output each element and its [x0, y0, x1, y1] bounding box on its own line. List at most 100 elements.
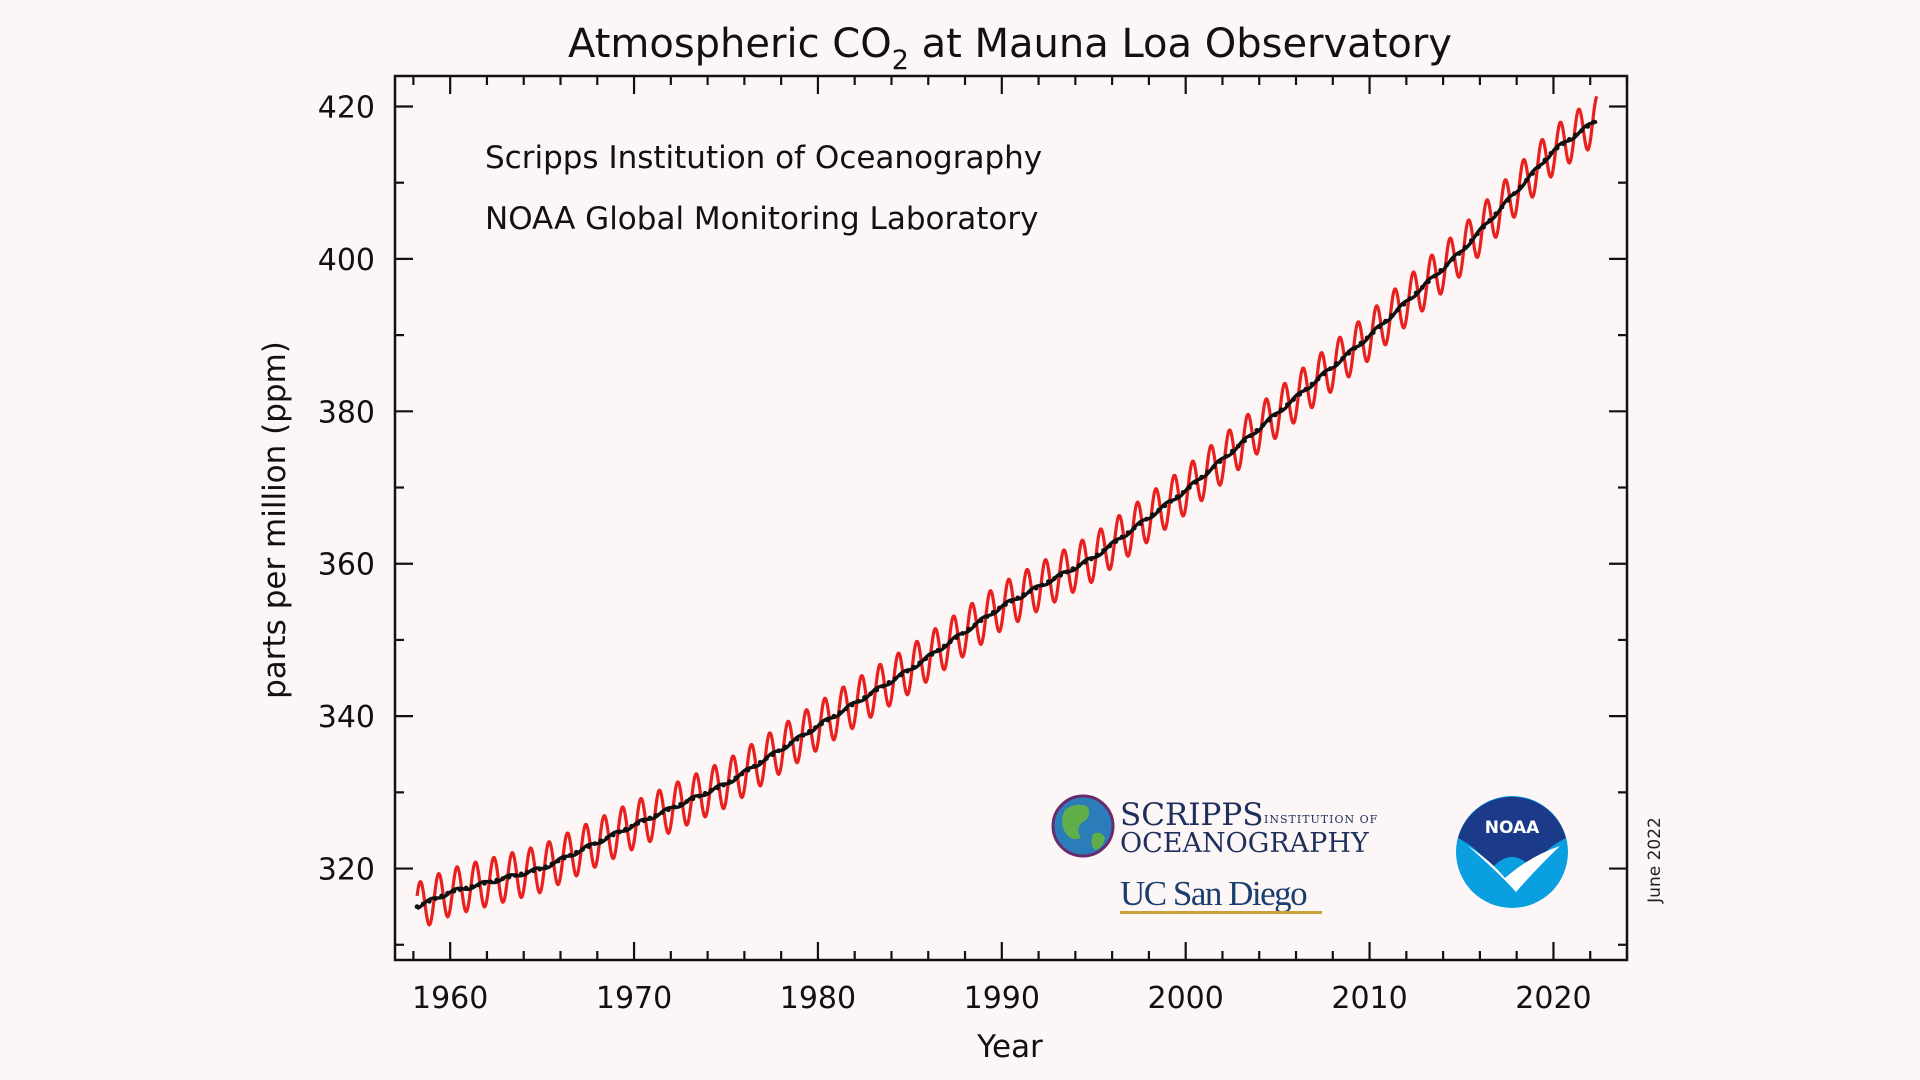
- trend-point: [1358, 340, 1364, 346]
- trend-point: [433, 896, 438, 902]
- trend-point: [1205, 469, 1211, 475]
- globe-rim: [1051, 794, 1115, 858]
- trend-point: [702, 790, 708, 796]
- trend-point: [696, 793, 702, 799]
- trend-point: [984, 614, 990, 619]
- trend-point: [892, 676, 898, 682]
- trend-point: [1137, 521, 1143, 527]
- trend-point: [880, 683, 886, 689]
- trend-point: [586, 844, 592, 849]
- trend-point: [1530, 171, 1536, 176]
- globe-land-shape: [1062, 804, 1090, 840]
- x-axis-title: Year: [976, 1029, 1043, 1065]
- noaa-wordmark: NOAA: [1485, 818, 1540, 838]
- trend-point: [1548, 150, 1554, 156]
- trend-point: [426, 898, 432, 904]
- trend-point: [1419, 284, 1425, 290]
- trend-point: [1229, 448, 1235, 454]
- trend-point: [543, 864, 549, 870]
- trend-point: [1444, 262, 1450, 268]
- trend-point: [911, 664, 916, 670]
- trend-point: [1309, 381, 1315, 387]
- trend-point: [1064, 569, 1070, 575]
- trend-point: [1021, 592, 1027, 598]
- trend-point: [1009, 598, 1015, 604]
- trend-point: [800, 732, 806, 738]
- trend-point: [482, 880, 487, 886]
- ucsd-logo: UC San Diego: [1120, 874, 1322, 914]
- trend-point: [1107, 543, 1113, 549]
- trend-point: [990, 609, 996, 615]
- trend-point: [1487, 218, 1493, 223]
- trend-point: [1346, 350, 1352, 356]
- trend-point: [745, 767, 751, 773]
- trend-point: [684, 799, 690, 804]
- chart-title: Atmospheric CO2 at Mauna Loa Observatory: [568, 21, 1452, 76]
- trend-point: [604, 835, 610, 841]
- noaa-navy-cap: [1458, 796, 1566, 868]
- trend-point: [1481, 224, 1486, 230]
- trend-point: [1407, 296, 1413, 302]
- trend-point: [592, 841, 598, 847]
- trend-point: [635, 821, 641, 826]
- trend-point: [1088, 556, 1094, 562]
- annotation-noaa: NOAA Global Monitoring Laboratory: [485, 201, 1038, 237]
- x-tick-label: 1960: [412, 981, 488, 1016]
- trend-point: [1566, 136, 1572, 142]
- trend-point: [1180, 489, 1186, 495]
- trend-point: [1462, 244, 1468, 250]
- y-tick-label: 340: [318, 700, 375, 735]
- scripps-logo: SCRIPPS INSTITUTION OF OCEANOGRAPHY: [1051, 794, 1377, 859]
- trend-point: [886, 680, 892, 685]
- trend-point: [727, 779, 733, 785]
- trend-point: [1389, 313, 1395, 318]
- trend-point: [420, 901, 426, 907]
- trend-point: [825, 717, 831, 723]
- trend-point: [1493, 211, 1499, 217]
- trend-points: [414, 119, 1597, 910]
- trend-point: [929, 652, 935, 657]
- trend-point: [935, 647, 941, 653]
- trend-point: [708, 788, 714, 793]
- trend-point: [782, 744, 788, 750]
- y-axis-title: parts per million (ppm): [257, 341, 293, 699]
- trend-point: [1003, 602, 1008, 607]
- title-main: Atmospheric CO: [568, 21, 892, 67]
- trend-point: [1376, 324, 1382, 330]
- trend-point: [537, 866, 543, 872]
- trend-point: [1315, 376, 1321, 382]
- title-rest: at Mauna Loa Observatory: [909, 21, 1452, 67]
- trend-point: [1303, 386, 1309, 392]
- trend-point: [524, 869, 530, 875]
- trend-point: [1254, 428, 1260, 433]
- trend-point: [641, 818, 647, 824]
- trend-point: [561, 855, 567, 861]
- trend-point: [1174, 494, 1180, 500]
- trend-point: [1168, 498, 1174, 504]
- trend-point: [1505, 197, 1511, 203]
- trend-point: [678, 801, 684, 807]
- trend-point: [1499, 204, 1505, 210]
- trend-point: [1223, 453, 1229, 459]
- trend-point: [445, 890, 451, 896]
- trend-point: [1321, 371, 1327, 377]
- trend-point: [874, 687, 880, 693]
- trend-point: [978, 618, 984, 624]
- trend-point: [966, 626, 972, 632]
- trend-point: [1082, 559, 1088, 565]
- trend-point: [751, 763, 757, 769]
- trend-point: [457, 887, 463, 893]
- trend-point: [917, 660, 923, 666]
- trend-point: [494, 877, 500, 883]
- trend-point: [1131, 525, 1137, 531]
- trend-point: [1113, 539, 1119, 544]
- trend-point: [616, 829, 622, 835]
- trend-point: [1266, 417, 1272, 423]
- trend-point: [868, 691, 874, 697]
- trend-point: [623, 826, 628, 832]
- trend-point: [506, 874, 512, 880]
- trend-point: [1217, 459, 1223, 464]
- trend-point: [1401, 301, 1407, 307]
- globe-land-shape-2: [1091, 832, 1105, 850]
